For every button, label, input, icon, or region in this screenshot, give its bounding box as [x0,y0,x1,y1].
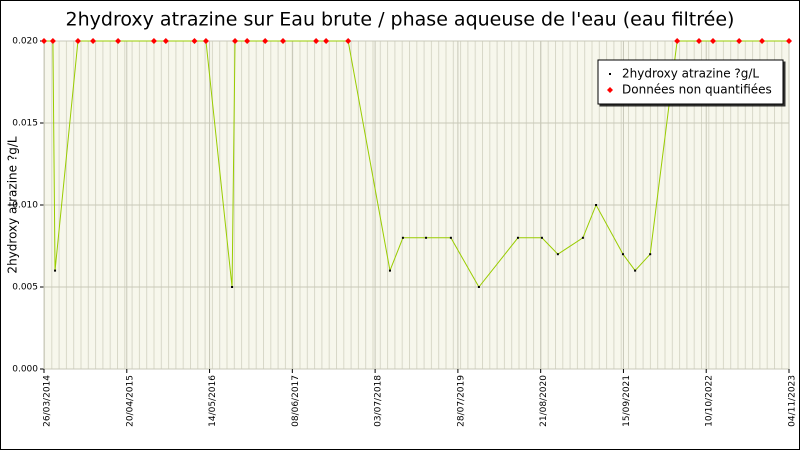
point [150,38,157,44]
chart-title: 2hydroxy atrazine sur Eau brute / phase … [66,9,735,31]
legend-label: Données non quantifiées [622,83,772,97]
point [49,38,56,44]
point [54,269,57,272]
point [401,236,404,239]
y-tick-label: 0.010 [12,201,38,211]
point [556,253,559,256]
point [786,38,792,44]
legend-marker [607,87,613,93]
x-tick-label: 08/06/2017 [291,375,301,427]
point [759,38,766,44]
point [581,236,584,239]
point [736,38,743,44]
y-axis-label: 2hydroxy atrazine ?g/L [6,136,20,273]
point [231,286,234,288]
point [191,38,198,44]
point [622,253,625,256]
point [674,38,681,44]
point [115,38,122,44]
x-tick-label: 10/10/2022 [705,375,715,427]
x-tick-label: 21/08/2020 [539,375,549,427]
x-tick-label: 04/11/2023 [788,375,798,427]
point [634,269,637,272]
point [345,38,352,44]
x-tick-label: 03/07/2018 [374,375,384,427]
point [279,38,286,44]
legend-box [597,59,784,105]
x-tick-label: 14/05/2016 [208,375,218,427]
point [649,253,652,256]
point [425,236,428,239]
point [540,236,543,239]
y-tick-label: 0.000 [12,365,38,375]
point [595,204,598,206]
point [162,38,169,44]
point [477,286,480,288]
legend-marker [609,73,611,75]
y-tick-label: 0.020 [12,37,38,47]
x-tick-label: 28/07/2019 [456,375,466,427]
point [710,38,717,44]
point [90,38,97,44]
point [449,236,452,239]
point [74,38,81,44]
x-tick-label: 20/04/2015 [125,375,135,427]
x-tick-label: 15/09/2021 [622,375,632,427]
point [323,38,330,44]
point [202,38,209,44]
y-tick-label: 0.015 [12,119,38,129]
point [388,269,391,272]
point [262,38,269,44]
x-tick-label: 26/03/2014 [43,375,53,427]
point [41,38,47,44]
point [232,38,239,44]
point [313,38,320,44]
point [696,38,703,44]
legend-label: 2hydroxy atrazine ?g/L [622,67,759,81]
y-tick-label: 0.005 [12,283,38,293]
point [244,38,251,44]
point [516,236,519,239]
